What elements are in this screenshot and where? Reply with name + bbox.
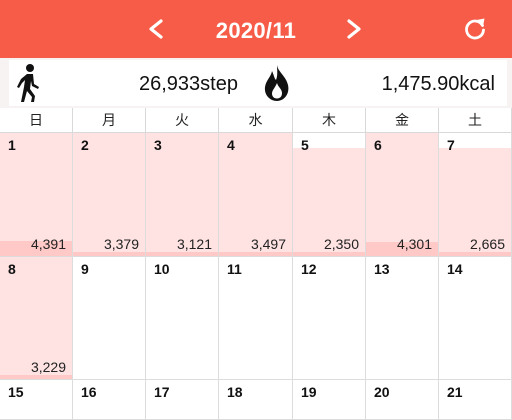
total-steps: 26,933step (139, 73, 238, 95)
summary-bar: 26,933step 1,475.90kcal (0, 58, 512, 108)
calendar-day-cell[interactable]: 14 (439, 257, 512, 380)
calendar-day-cell[interactable]: 13 (366, 257, 439, 380)
weekday-label: 火 (146, 108, 219, 132)
step-bar (146, 252, 218, 256)
day-steps: 4,301 (396, 236, 432, 252)
calendar-day-cell[interactable]: 12 (293, 257, 366, 380)
calendar-day-cell[interactable]: 20 (366, 380, 439, 420)
calendar-day-cell[interactable]: 3 3,121 (146, 133, 219, 257)
chevron-left-icon (149, 19, 163, 39)
weekday-header: 日月火水木金土 (0, 108, 512, 133)
weekday-label: 金 (366, 108, 439, 132)
prev-month-button[interactable] (141, 12, 171, 46)
refresh-icon (465, 18, 485, 40)
day-number: 5 (301, 137, 309, 153)
weekday-label: 月 (73, 108, 146, 132)
calendar-day-cell[interactable]: 9 (73, 257, 146, 380)
app-header: 2020/11 (0, 0, 512, 58)
refresh-button[interactable] (458, 12, 492, 46)
calendar-day-cell[interactable]: 11 (219, 257, 293, 380)
weekday-label: 水 (219, 108, 293, 132)
day-background (73, 133, 145, 256)
calendar-day-cell[interactable]: 6 4,301 (366, 133, 439, 257)
calendar-day-cell[interactable]: 16 (73, 380, 146, 420)
calendar-day-cell[interactable]: 1 4,391 (0, 133, 73, 257)
month-title: 2020/11 (215, 18, 297, 43)
day-background (366, 133, 438, 256)
weekday-label: 土 (439, 108, 512, 132)
day-number: 11 (227, 261, 242, 277)
day-number: 19 (301, 384, 317, 400)
day-number: 15 (8, 384, 24, 400)
day-number: 10 (154, 261, 170, 277)
walker-icon (17, 64, 39, 102)
step-bar (0, 241, 72, 256)
day-steps: 2,665 (469, 236, 505, 252)
calendar-day-cell[interactable]: 18 (219, 380, 293, 420)
day-number: 8 (8, 261, 16, 277)
flame-icon (264, 65, 289, 101)
step-bar (219, 252, 292, 256)
step-bar (366, 242, 438, 256)
day-number: 13 (374, 261, 390, 277)
day-background (219, 133, 292, 256)
next-month-button[interactable] (339, 12, 369, 46)
day-background (146, 133, 218, 256)
calendar-day-cell[interactable]: 21 (439, 380, 512, 420)
day-number: 2 (81, 137, 89, 153)
calendar-day-cell[interactable]: 4 3,497 (219, 133, 293, 257)
day-background (0, 257, 72, 379)
day-steps: 2,350 (323, 236, 359, 252)
calendar-day-cell[interactable]: 10 (146, 257, 219, 380)
calendar-day-cell[interactable]: 15 (0, 380, 73, 420)
day-steps: 3,379 (103, 236, 139, 252)
day-number: 3 (154, 137, 162, 153)
step-bar (439, 252, 511, 256)
day-steps: 4,391 (30, 236, 66, 252)
day-number: 6 (374, 137, 382, 153)
day-steps: 3,497 (250, 236, 286, 252)
step-bar (293, 252, 365, 256)
day-background (293, 148, 365, 256)
day-number: 1 (8, 137, 16, 153)
day-number: 14 (447, 261, 463, 277)
weekday-label: 木 (293, 108, 366, 132)
chevron-right-icon (347, 19, 361, 39)
step-bar (73, 252, 145, 256)
day-number: 21 (447, 384, 463, 400)
day-number: 20 (374, 384, 390, 400)
step-bar (0, 375, 72, 379)
day-background (0, 133, 72, 256)
weekday-label: 日 (0, 108, 73, 132)
day-background (439, 148, 511, 256)
calendar-day-cell[interactable]: 7 2,665 (439, 133, 512, 257)
calendar-day-cell[interactable]: 19 (293, 380, 366, 420)
day-number: 4 (227, 137, 235, 153)
day-number: 17 (154, 384, 170, 400)
day-number: 16 (81, 384, 97, 400)
calendar-day-cell[interactable]: 2 3,379 (73, 133, 146, 257)
day-number: 12 (301, 261, 317, 277)
day-number: 7 (447, 137, 455, 153)
day-steps: 3,121 (176, 236, 212, 252)
day-number: 18 (227, 384, 243, 400)
day-number: 9 (81, 261, 89, 277)
calendar-day-cell[interactable]: 17 (146, 380, 219, 420)
day-steps: 3,229 (30, 359, 66, 375)
total-calories: 1,475.90kcal (381, 73, 495, 95)
calendar-day-cell[interactable]: 8 3,229 (0, 257, 73, 380)
calendar-day-cell[interactable]: 5 2,350 (293, 133, 366, 257)
